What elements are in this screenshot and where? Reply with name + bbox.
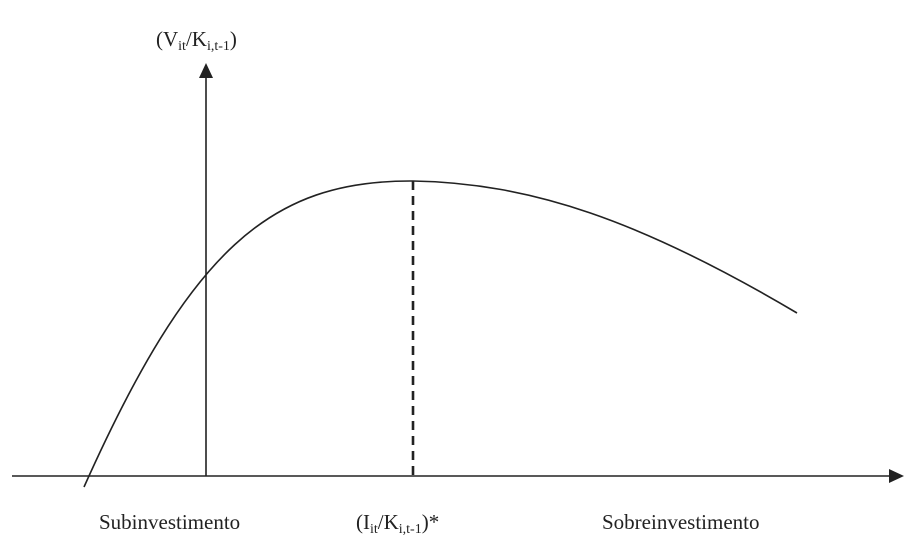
optimal-investment-label-post: )* <box>421 510 440 534</box>
y-axis-label-sub2: i,t-1 <box>206 39 230 54</box>
optimal-investment-label-sub1: it <box>370 522 378 537</box>
y-axis-label-sub1: it <box>178 39 186 54</box>
optimal-investment-label: (Iit/Ki,t-1)* <box>356 510 440 537</box>
y-axis-arrowhead-icon <box>199 63 213 78</box>
y-axis-label-post: ) <box>229 27 237 51</box>
value-curve <box>83 180 798 488</box>
optimal-investment-label-sub2: i,t-1 <box>398 522 422 537</box>
y-axis-label-pre: (V <box>156 27 179 51</box>
y-axis-label: (Vit/Ki,t-1) <box>156 27 237 54</box>
optimal-investment-label-mid: /K <box>377 510 399 534</box>
y-axis-label-mid: /K <box>185 27 207 51</box>
optimal-investment-label-pre: (I <box>356 510 370 534</box>
overinvestment-label: Sobreinvestimento <box>602 510 760 534</box>
underinvestment-label: Subinvestimento <box>99 510 241 534</box>
x-axis-arrowhead-icon <box>889 469 904 483</box>
